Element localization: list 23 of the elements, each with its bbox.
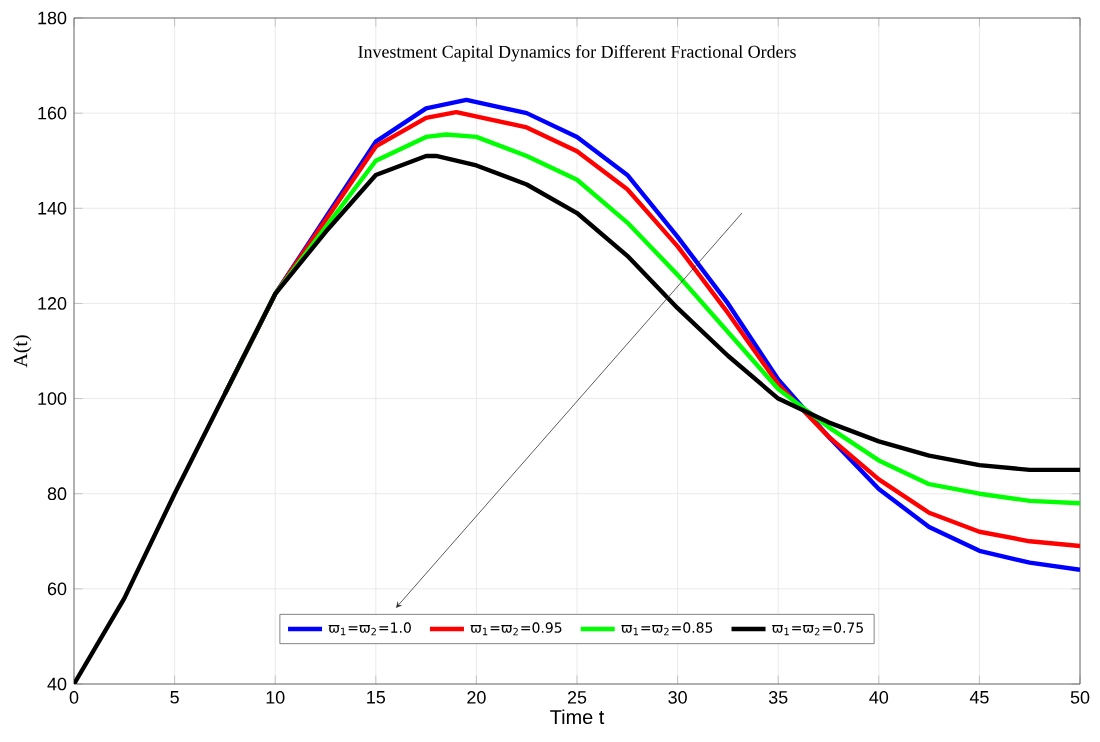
y-axis-title: A(t) [13,335,32,368]
x-tick-label: 30 [668,691,687,704]
y-tick-label: 160 [38,106,67,120]
x-tick-label: 5 [170,691,179,704]
x-tick-label: 45 [969,691,989,704]
x-tick-label: 0 [69,691,79,704]
x-tick-label: 35 [768,691,788,704]
x-tick-label: 10 [266,691,285,704]
text: Investment Capital Dynamics for Different Fractional Orders [358,45,796,62]
x-axis-title: Time t [550,709,605,725]
y-tick-label: 60 [47,582,67,596]
x-tick-label: 40 [869,691,889,704]
y-tick-label: 100 [38,392,67,405]
x-tick-label: 15 [367,691,386,704]
x-tick-label: 20 [467,691,486,704]
y-tick-label: 40 [47,677,67,691]
line-series [74,153,1081,684]
y-tick-label: 80 [47,487,67,501]
y-tick-label: 140 [38,201,67,215]
y-tick-label: 120 [38,297,67,310]
x-tick-label: 50 [1070,691,1090,704]
x-tick-label: 25 [567,691,587,704]
y-tick-label: 180 [38,11,67,25]
